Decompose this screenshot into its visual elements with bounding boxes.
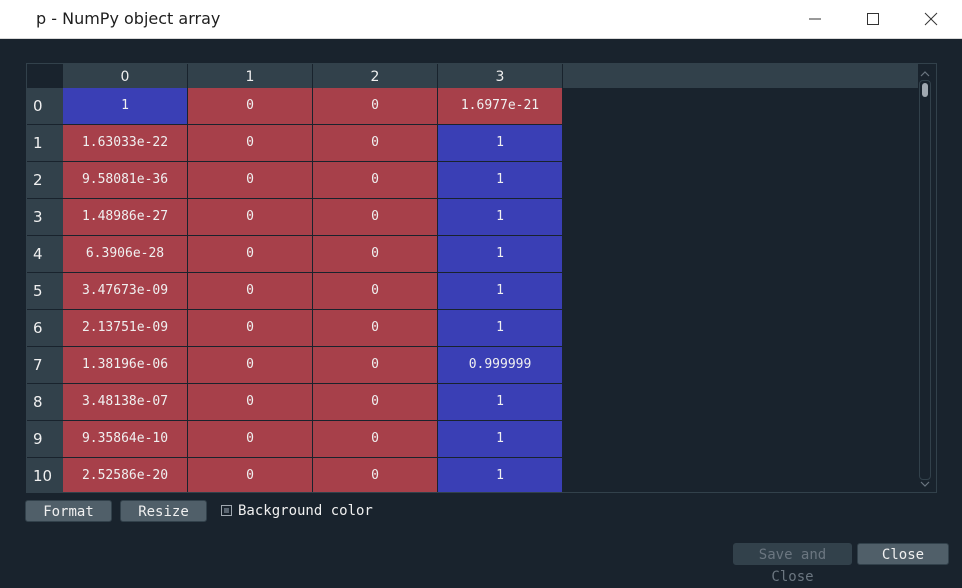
array-table[interactable]: 0 1 2 3 0 1 0 0 1.6977e-21 1 1.63033e-22 0 0 1 2 9.5808… xyxy=(26,63,937,493)
close-window-button[interactable] xyxy=(902,0,960,38)
table-cell[interactable]: 0 xyxy=(188,236,313,273)
table-cell[interactable]: 9.58081e-36 xyxy=(63,162,188,199)
resize-button[interactable]: Resize xyxy=(120,500,207,522)
table-cell[interactable]: 0 xyxy=(188,310,313,347)
table-cell[interactable]: 0 xyxy=(313,125,438,162)
table-cell[interactable]: 2.52586e-20 xyxy=(63,458,188,492)
table-cell[interactable]: 1 xyxy=(63,88,188,125)
table-cell[interactable]: 1 xyxy=(438,273,563,310)
column-header-0[interactable]: 0 xyxy=(63,64,188,88)
row-header-0[interactable]: 0 xyxy=(27,88,63,125)
background-color-label: Background color xyxy=(238,503,373,519)
column-header-3[interactable]: 3 xyxy=(438,64,563,88)
table-cell[interactable]: 0 xyxy=(188,125,313,162)
row-header-9[interactable]: 9 xyxy=(27,421,63,458)
table-cell[interactable]: 0 xyxy=(188,421,313,458)
table-cell[interactable]: 0 xyxy=(313,347,438,384)
table-cell[interactable]: 1.38196e-06 xyxy=(63,347,188,384)
maximize-icon xyxy=(867,13,879,25)
table-cell[interactable]: 0 xyxy=(188,273,313,310)
table-cell[interactable]: 1 xyxy=(438,458,563,492)
row-header-5[interactable]: 5 xyxy=(27,273,63,310)
row-header-2[interactable]: 2 xyxy=(27,162,63,199)
row-header-3[interactable]: 3 xyxy=(27,199,63,236)
row-header-4[interactable]: 4 xyxy=(27,236,63,273)
table-cell[interactable]: 0 xyxy=(188,458,313,492)
background-color-checkbox[interactable] xyxy=(221,505,232,516)
format-button[interactable]: Format xyxy=(25,500,112,522)
table-cell[interactable]: 9.35864e-10 xyxy=(63,421,188,458)
table-cell[interactable]: 0 xyxy=(313,88,438,125)
table-cell[interactable]: 0 xyxy=(313,236,438,273)
close-icon xyxy=(924,12,938,26)
scroll-down-icon[interactable] xyxy=(920,480,930,488)
save-and-close-button[interactable]: Save and Close xyxy=(733,543,852,585)
scrollbar-handle[interactable] xyxy=(922,83,928,97)
minimize-icon xyxy=(809,18,821,20)
vertical-scrollbar[interactable] xyxy=(919,80,931,480)
table-cell[interactable]: 1.6977e-21 xyxy=(438,88,563,125)
table-cell[interactable]: 6.3906e-28 xyxy=(63,236,188,273)
table-cell[interactable]: 0 xyxy=(313,421,438,458)
scroll-up-icon[interactable] xyxy=(920,69,930,77)
table-cell[interactable]: 3.47673e-09 xyxy=(63,273,188,310)
row-header-8[interactable]: 8 xyxy=(27,384,63,421)
header-fill xyxy=(563,64,918,88)
column-header-2[interactable]: 2 xyxy=(313,64,438,88)
table-cell[interactable]: 1.48986e-27 xyxy=(63,199,188,236)
title-bar: p - NumPy object array xyxy=(0,0,962,39)
table-cell[interactable]: 1 xyxy=(438,125,563,162)
table-cell[interactable]: 0 xyxy=(313,458,438,492)
table-cell[interactable]: 0 xyxy=(188,347,313,384)
table-corner xyxy=(27,64,63,88)
column-header-1[interactable]: 1 xyxy=(188,64,313,88)
table-cell[interactable]: 0 xyxy=(188,199,313,236)
maximize-button[interactable] xyxy=(844,0,902,38)
close-button[interactable]: Close xyxy=(857,543,949,565)
table-cell[interactable]: 0 xyxy=(313,273,438,310)
table-cell[interactable]: 1 xyxy=(438,199,563,236)
table-cell[interactable]: 0 xyxy=(188,162,313,199)
row-header-6[interactable]: 6 xyxy=(27,310,63,347)
table-cell[interactable]: 3.48138e-07 xyxy=(63,384,188,421)
table-cell[interactable]: 0 xyxy=(313,384,438,421)
window-title: p - NumPy object array xyxy=(36,9,221,28)
table-cell[interactable]: 1 xyxy=(438,310,563,347)
table-cell[interactable]: 1 xyxy=(438,236,563,273)
table-cell[interactable]: 1 xyxy=(438,384,563,421)
table-cell[interactable]: 0 xyxy=(188,384,313,421)
table-cell[interactable]: 0 xyxy=(313,162,438,199)
table-cell[interactable]: 0 xyxy=(313,310,438,347)
row-header-7[interactable]: 7 xyxy=(27,347,63,384)
row-header-10[interactable]: 10 xyxy=(27,458,63,492)
minimize-button[interactable] xyxy=(786,0,844,38)
table-cell[interactable]: 0 xyxy=(313,199,438,236)
table-cell[interactable]: 2.13751e-09 xyxy=(63,310,188,347)
table-cell[interactable]: 1 xyxy=(438,162,563,199)
table-cell[interactable]: 0 xyxy=(188,88,313,125)
table-cell[interactable]: 0.999999 xyxy=(438,347,563,384)
table-cell[interactable]: 1.63033e-22 xyxy=(63,125,188,162)
row-header-1[interactable]: 1 xyxy=(27,125,63,162)
table-cell[interactable]: 1 xyxy=(438,421,563,458)
